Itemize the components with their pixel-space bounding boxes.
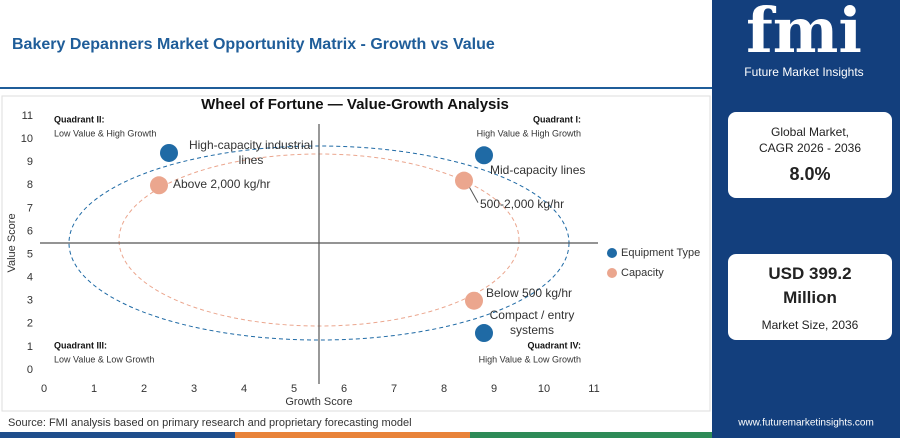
card-label: Global Market, CAGR 2026 - 2036	[758, 125, 862, 155]
point	[455, 171, 473, 190]
legend-label: Equipment Type	[621, 247, 700, 259]
x-tick-label: 3	[191, 383, 197, 395]
point-label: 500-2,000 kg/hr	[480, 196, 565, 211]
point	[465, 291, 483, 310]
quadrant-title: Quadrant II:	[54, 114, 105, 124]
legend-label: Capacity	[621, 267, 664, 279]
point-label: High-capacity industrial lines	[188, 137, 314, 167]
card-label: Market Size, 2036	[761, 318, 859, 332]
source-note: Source: FMI analysis based on primary re…	[8, 417, 412, 429]
quadrant-text: Low Value & Low Growth	[54, 354, 154, 364]
chart-title: Wheel of Fortune — Value-Growth Analysis	[201, 96, 509, 113]
quadrant-title: Quadrant III:	[54, 340, 107, 350]
url: www.futuremarketinsights.com	[737, 418, 874, 429]
brand: Future Market Insights	[744, 65, 863, 79]
cagr-card: Global Market, CAGR 2026 - 2036 8.0%	[728, 112, 892, 198]
y-tick-label: 4	[27, 272, 33, 284]
footer-bar	[235, 432, 470, 438]
background	[0, 0, 712, 438]
leader-line	[467, 184, 479, 203]
y-tick-label: 6	[27, 225, 33, 237]
quadrant-text: Low Value & High Growth	[54, 128, 156, 138]
y-tick-label: 9	[27, 156, 33, 168]
quadrant-title: Quadrant I:	[533, 114, 581, 124]
y-axis-title: Value Score	[6, 213, 18, 272]
x-tick-label: 5	[291, 383, 297, 395]
card-value: 8.0%	[789, 164, 831, 184]
point-label: Mid-capacity lines	[490, 163, 586, 178]
quadrant-text: High Value & Low Growth	[479, 354, 581, 364]
quadrant-text: High Value & High Growth	[477, 128, 581, 138]
chart-frame	[1, 95, 711, 412]
point	[475, 146, 493, 165]
point	[150, 176, 168, 195]
y-tick-label: 0	[27, 364, 33, 376]
footer-bar	[470, 432, 712, 438]
x-tick-label: 2	[141, 383, 147, 395]
x-tick-label: 1	[91, 383, 97, 395]
y-tick-label: 3	[27, 295, 33, 307]
x-tick-label: 10	[538, 383, 550, 395]
quadrant-title: Quadrant IV:	[527, 340, 581, 350]
y-tick-label: 11	[22, 110, 33, 122]
point-label: Compact / entry systems	[489, 308, 575, 338]
legend-marker	[607, 248, 617, 258]
x-tick-label: 4	[241, 383, 247, 395]
y-tick-label: 8	[27, 179, 33, 191]
x-axis-title: Growth Score	[285, 396, 352, 408]
legend-marker	[607, 268, 617, 278]
x-tick-label: 6	[341, 383, 347, 395]
y-tick-label: 1	[27, 341, 33, 353]
point	[475, 324, 493, 343]
footer-bar	[0, 432, 235, 438]
y-tick-label: 7	[27, 202, 33, 214]
y-tick-label: 10	[21, 133, 33, 145]
point-label: Below 500 kg/hr	[486, 285, 573, 300]
logo: fmi	[746, 0, 862, 67]
point	[160, 143, 178, 162]
x-tick-label: 11	[588, 383, 599, 395]
size-card: USD 399.2 Million Market Size, 2036	[728, 254, 892, 340]
x-tick-label: 7	[391, 383, 397, 395]
card-value: USD 399.2 Million	[768, 264, 852, 307]
x-tick-label: 0	[41, 383, 47, 395]
side-panel	[712, 0, 900, 438]
point-label: Above 2,000 kg/hr	[173, 177, 271, 192]
y-tick-label: 2	[27, 318, 33, 330]
x-tick-label: 9	[491, 383, 497, 395]
y-tick-label: 5	[27, 248, 33, 260]
x-tick-label: 8	[441, 383, 447, 395]
page-title: Bakery Depanners Market Opportunity Matr…	[12, 36, 495, 53]
